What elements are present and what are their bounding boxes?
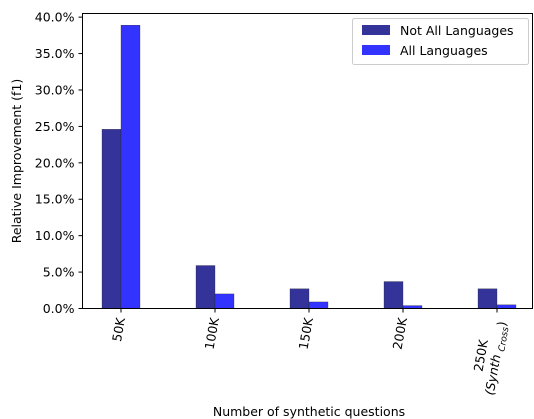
x-tick-label-200k: 200K — [390, 316, 410, 351]
y-axis-label: Relative Improvement (f1) — [9, 79, 24, 244]
y-tick-label: 15.0% — [35, 192, 75, 207]
y-axis: 0.0% 5.0% 10.0% 15.0% 20.0% 25.0% 30.0% 35.0% 40… — [35, 10, 83, 316]
x-tick-label-250k: 250K(Synth Cross) — [471, 320, 512, 396]
bars-layer — [101, 25, 517, 309]
legend: Not All Languages All Languages — [352, 18, 529, 65]
x-tick-label-150k: 150K — [296, 316, 316, 351]
legend-label-all-languages: All Languages — [400, 43, 488, 58]
y-tick-label: 10.0% — [35, 228, 75, 243]
x-tick-label-main: 250K — [471, 338, 491, 373]
bar-not-all-languages-150k — [289, 288, 310, 309]
bar-all-languages-150k — [308, 301, 329, 309]
y-tick-label: 20.0% — [35, 155, 75, 170]
y-tick-label: 30.0% — [35, 82, 75, 97]
x-tick-label-50k: 50K — [109, 316, 128, 343]
bar-not-all-languages-200k — [383, 281, 404, 309]
bar-not-all-languages-100k — [195, 265, 216, 309]
bar-not-all-languages-250k — [477, 288, 498, 309]
plot-frame — [82, 13, 533, 309]
bar-all-languages-100k — [214, 293, 235, 309]
y-tick-label: 35.0% — [35, 46, 75, 61]
legend-swatch-not-all-languages — [362, 25, 390, 35]
bar-all-languages-250k — [496, 304, 517, 309]
y-tick-label: 40.0% — [35, 10, 75, 25]
y-tick-label: 0.0% — [43, 301, 75, 316]
y-tick-label: 25.0% — [35, 119, 75, 134]
x-tick-label-100k: 100K — [202, 316, 222, 351]
bar-not-all-languages-50k — [101, 129, 122, 309]
legend-swatch-all-languages — [362, 45, 390, 55]
bar-all-languages-50k — [120, 25, 141, 309]
x-axis-label: Number of synthetic questions — [213, 404, 405, 419]
legend-label-not-all-languages: Not All Languages — [400, 23, 514, 38]
y-tick-label: 5.0% — [43, 265, 75, 280]
legend-frame — [352, 18, 529, 65]
x-axis: 50K 100K 150K 200K 250K(Synth Cross) — [109, 308, 512, 396]
